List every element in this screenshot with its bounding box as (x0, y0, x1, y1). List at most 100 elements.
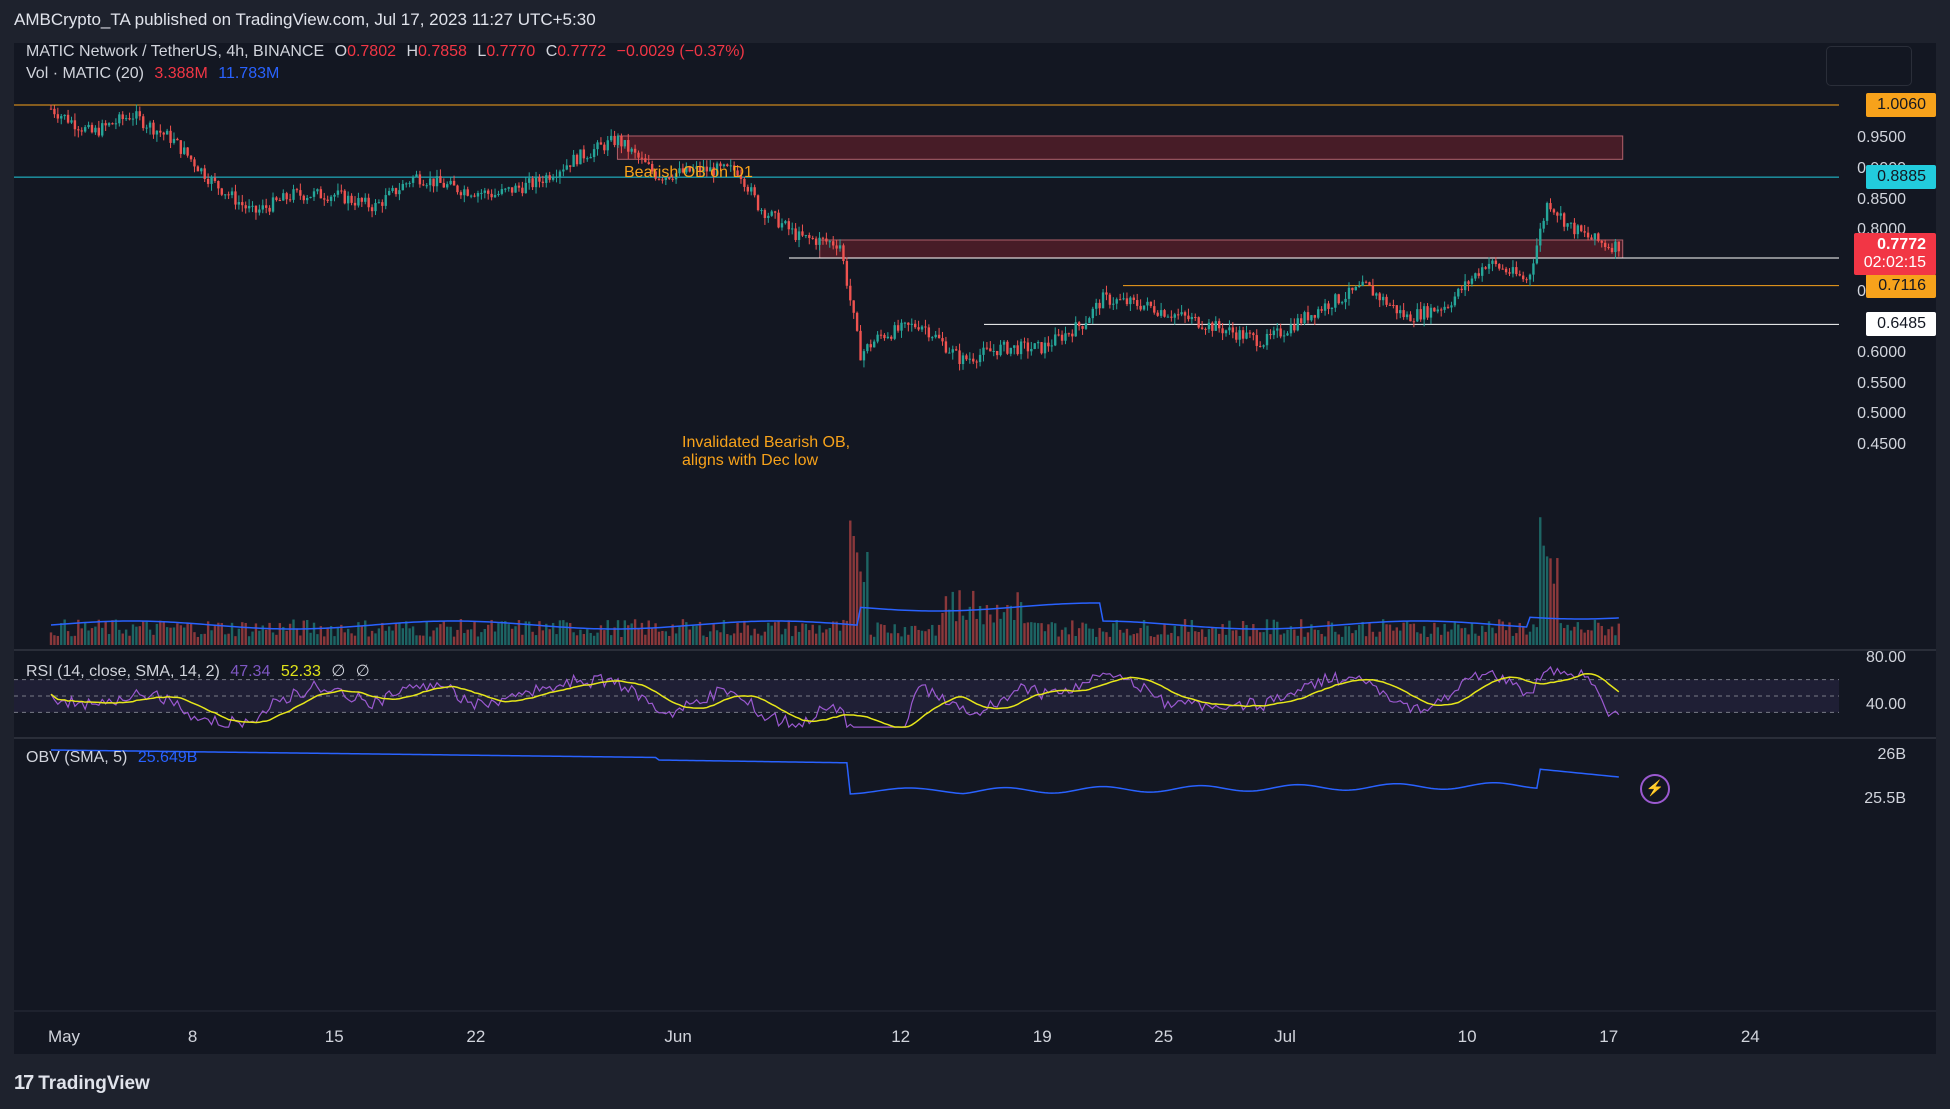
volume-bar (712, 624, 715, 645)
top-right-box-button[interactable] (1826, 46, 1912, 86)
volume-bar (821, 632, 825, 645)
candle-body (982, 347, 985, 355)
tradingview-logo[interactable]: 17 TradingView (14, 1072, 150, 1095)
volume-bar (326, 627, 329, 645)
candle-body (1501, 268, 1504, 270)
low-label: L (477, 43, 487, 60)
candle-body (398, 190, 401, 195)
volume-bar (203, 633, 206, 645)
candle-body (1088, 318, 1091, 323)
candle-body (814, 238, 818, 245)
volume-bar (1405, 620, 1409, 645)
candle-body (1276, 328, 1279, 331)
volume-bar (1381, 619, 1385, 645)
volume-bar (353, 635, 357, 645)
chart-panel[interactable]: MATIC Network / TetherUS, 4h, BINANCE O0… (14, 43, 1936, 1054)
volume-bar (1467, 634, 1470, 645)
volume-bar (855, 552, 859, 645)
candle-body (329, 196, 333, 201)
volume-bar (814, 633, 818, 645)
volume-bar (1515, 633, 1518, 645)
candle-body (500, 189, 504, 194)
candle-body (193, 159, 196, 167)
volume-bar (155, 623, 159, 645)
volume-bar (169, 627, 172, 645)
volume-bar (1262, 632, 1265, 645)
volume-bar (230, 622, 234, 645)
candle-body (954, 349, 958, 351)
volume-bar (1289, 626, 1293, 645)
volume-bar (80, 628, 83, 645)
volume-bar (920, 630, 924, 645)
rsi-legend-label: RSI (14, close, SMA, 14, 2) (26, 663, 220, 680)
candle-body (1337, 294, 1340, 304)
candle-body (504, 188, 507, 190)
candle-body (497, 193, 500, 195)
volume-bar (401, 628, 405, 645)
candle-body (1129, 297, 1132, 305)
volume-legend[interactable]: Vol · MATIC (20) 3.388M 11.783M (26, 65, 285, 83)
candle-body (1173, 314, 1176, 318)
volume-bar (927, 629, 931, 645)
volume-bar (1580, 629, 1583, 645)
candle-body (579, 149, 582, 165)
candle-body (1484, 267, 1487, 269)
candle-body (1340, 302, 1344, 304)
candle-body (1074, 322, 1077, 337)
candle-body (319, 189, 323, 199)
volume-bar (972, 590, 975, 645)
volume-bar (329, 625, 333, 645)
chart-canvas[interactable] (14, 43, 1936, 1054)
candle-body (1375, 293, 1378, 296)
candle-body (70, 120, 73, 123)
price-label-level_1006: 1.0060 (1866, 93, 1936, 117)
volume-bar (1358, 624, 1361, 645)
volume-bar (1340, 636, 1344, 645)
volume-bar (97, 619, 101, 645)
candle-body (900, 322, 903, 331)
volume-bar (1064, 627, 1067, 645)
candle-body (456, 185, 459, 193)
candle-body (972, 358, 975, 362)
volume-bar (1419, 633, 1422, 645)
candle-body (63, 114, 66, 117)
volume-bar (729, 635, 732, 645)
candle-body (1416, 309, 1419, 322)
price-tick: 0.9500 (1857, 129, 1906, 147)
candle-body (1265, 333, 1269, 346)
volume-bar (312, 622, 316, 645)
volume-bar (609, 635, 613, 645)
candle-body (627, 140, 630, 152)
close-label: C (545, 43, 558, 60)
volume-bar (398, 622, 401, 645)
volume-bar (1146, 625, 1149, 645)
candle-body (849, 285, 852, 301)
candle-body (1573, 222, 1576, 235)
volume-bar (1364, 636, 1368, 645)
volume-bar (1303, 636, 1306, 645)
volume-bar (1378, 631, 1381, 645)
candle-body (285, 193, 288, 200)
candle-body (1132, 297, 1135, 301)
candle-body (664, 177, 668, 180)
candle-body (989, 348, 992, 352)
volume-bar (1443, 623, 1446, 645)
volume-bar (838, 630, 842, 645)
rsi-legend[interactable]: RSI (14, close, SMA, 14, 2) 47.34 52.33 … (26, 661, 376, 681)
candle-body (1091, 308, 1094, 319)
candle-body (534, 176, 538, 188)
lightning-icon[interactable]: ⚡ (1640, 774, 1670, 804)
obv-legend[interactable]: OBV (SMA, 5) 25.649B (26, 749, 203, 767)
volume-bar (893, 624, 896, 645)
candle-body (883, 334, 886, 339)
candle-body (1200, 327, 1204, 329)
volume-bar (77, 619, 80, 645)
volume-bar (1187, 631, 1190, 645)
candle-body (213, 177, 217, 181)
candle-body (1429, 307, 1433, 318)
candle-body (1422, 306, 1426, 320)
volume-bar (101, 627, 104, 645)
candle-body (855, 312, 859, 331)
volume-bar (1610, 626, 1614, 645)
candle-body (975, 361, 978, 363)
